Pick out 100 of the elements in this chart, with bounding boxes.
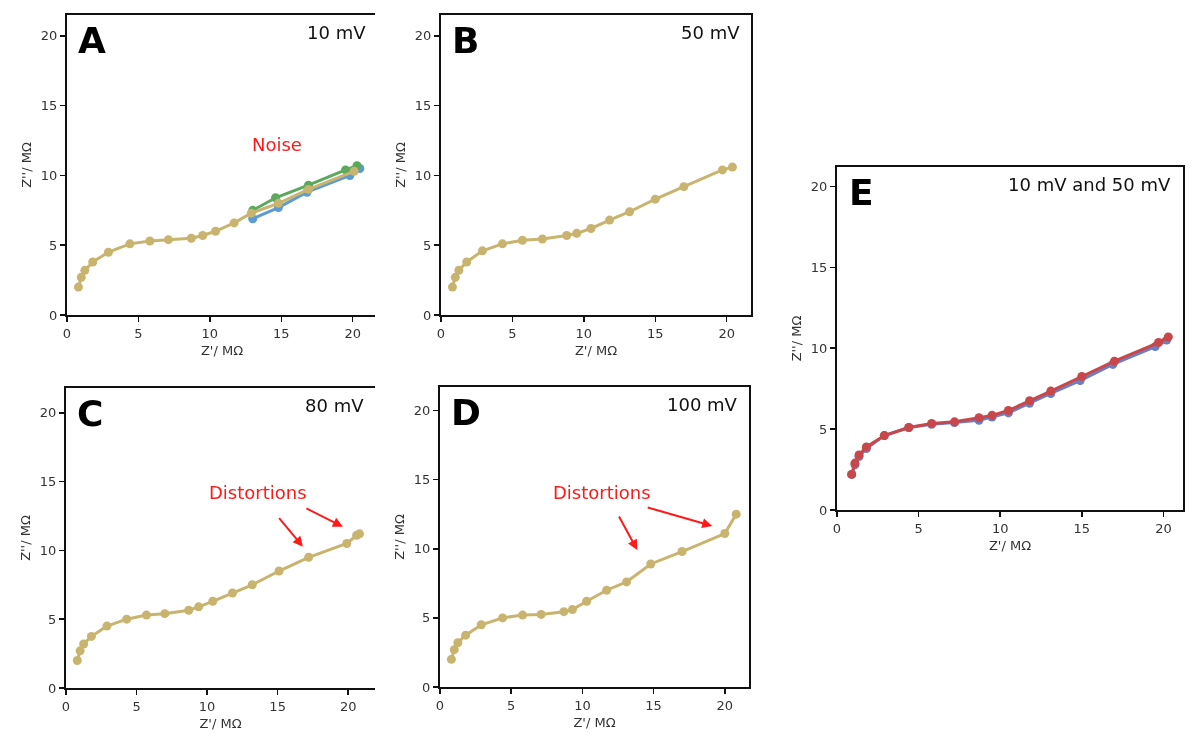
point xyxy=(498,613,508,623)
y-axis-title: Z''/ MΩ xyxy=(392,514,408,560)
point xyxy=(477,246,487,256)
y-tick-label: 20 xyxy=(414,28,432,44)
point xyxy=(198,230,208,240)
point xyxy=(247,580,257,590)
y-tick-label: 10 xyxy=(810,340,828,356)
chart-title: B xyxy=(452,20,480,61)
point xyxy=(163,235,173,245)
chart-subtitle: 100 mV xyxy=(667,394,738,415)
point xyxy=(586,223,596,233)
point xyxy=(462,257,472,267)
x-tick-label: 15 xyxy=(647,325,664,341)
point xyxy=(80,265,90,275)
x-tick-label: 0 xyxy=(435,697,445,713)
point xyxy=(88,257,98,267)
x-axis-title: Z'/ MΩ xyxy=(988,537,1032,553)
y-tick-label: 0 xyxy=(48,680,57,696)
chart-subtitle: 50 mV xyxy=(681,22,741,43)
point xyxy=(274,566,284,576)
y-tick-label: 15 xyxy=(40,98,58,114)
y-axis-title: Z''/ MΩ xyxy=(789,315,805,362)
point xyxy=(1077,372,1087,382)
point xyxy=(349,166,359,176)
y-tick-label: 0 xyxy=(423,307,432,323)
x-tick-label: 15 xyxy=(269,698,286,714)
y-tick-label: 0 xyxy=(819,502,828,518)
y-tick-label: 20 xyxy=(39,405,57,421)
x-tick-label: 5 xyxy=(132,698,141,714)
x-tick-label: 10 xyxy=(574,697,591,713)
point xyxy=(454,265,464,275)
x-axis-title: Z'/ MΩ xyxy=(573,714,616,730)
point xyxy=(677,547,687,557)
point xyxy=(273,198,283,208)
y-tick-label: 15 xyxy=(810,259,828,275)
chart-subtitle: 10 mV and 50 mV xyxy=(1008,174,1171,195)
y-tick-label: 5 xyxy=(423,237,432,253)
point xyxy=(731,509,741,519)
y-tick-label: 20 xyxy=(413,403,431,419)
point xyxy=(79,639,89,649)
x-tick-label: 10 xyxy=(198,698,216,714)
point xyxy=(208,596,218,606)
point xyxy=(453,638,463,648)
x-tick-label: 0 xyxy=(61,698,71,714)
annotation: Noise xyxy=(252,134,302,155)
x-tick-label: 10 xyxy=(575,325,593,341)
y-tick-label: 5 xyxy=(422,610,431,626)
point xyxy=(160,609,170,619)
point xyxy=(605,215,615,225)
y-tick-label: 15 xyxy=(39,474,57,490)
x-tick-label: 20 xyxy=(344,325,361,341)
point xyxy=(73,282,83,292)
point xyxy=(122,614,132,624)
point xyxy=(102,621,112,631)
annotation: Distortions xyxy=(209,482,307,503)
point xyxy=(186,233,196,243)
y-axis-title: Z''/ MΩ xyxy=(19,142,35,188)
point xyxy=(602,585,612,595)
point xyxy=(76,272,86,282)
point xyxy=(227,588,237,598)
y-tick-label: 5 xyxy=(49,237,58,253)
point xyxy=(720,529,730,539)
point xyxy=(582,596,592,606)
point xyxy=(446,654,456,664)
point xyxy=(497,239,507,249)
point xyxy=(536,609,546,619)
y-tick-label: 20 xyxy=(810,178,828,194)
x-tick-label: 20 xyxy=(718,325,735,341)
point xyxy=(679,182,689,192)
point xyxy=(145,236,155,246)
x-axis-title: Z'/ MΩ xyxy=(574,342,618,358)
point xyxy=(562,230,572,240)
y-axis-title: Z''/ MΩ xyxy=(393,142,409,188)
y-tick-label: 10 xyxy=(413,541,431,557)
x-tick-label: 20 xyxy=(1155,520,1172,536)
point xyxy=(572,228,582,238)
y-tick-label: 10 xyxy=(40,168,58,184)
point xyxy=(447,282,457,292)
x-tick-label: 5 xyxy=(914,520,923,536)
x-tick-label: 15 xyxy=(273,325,290,341)
y-axis-title: Z''/ MΩ xyxy=(18,515,34,561)
chart-title: A xyxy=(78,20,106,61)
chart-title: D xyxy=(451,392,481,433)
annotation: Distortions xyxy=(553,482,651,503)
x-tick-label: 15 xyxy=(645,697,662,713)
x-tick-label: 10 xyxy=(991,520,1009,536)
point xyxy=(211,226,221,236)
point xyxy=(125,239,135,249)
point xyxy=(476,620,486,630)
point xyxy=(537,234,547,244)
point xyxy=(650,194,660,204)
point xyxy=(86,631,96,641)
point xyxy=(342,539,352,548)
point xyxy=(184,605,194,615)
y-tick-label: 0 xyxy=(422,679,431,695)
x-tick-label: 5 xyxy=(134,325,143,341)
chart-title: E xyxy=(849,172,874,213)
y-tick-label: 20 xyxy=(40,28,58,44)
y-tick-label: 10 xyxy=(414,168,432,184)
x-tick-label: 0 xyxy=(436,325,446,341)
